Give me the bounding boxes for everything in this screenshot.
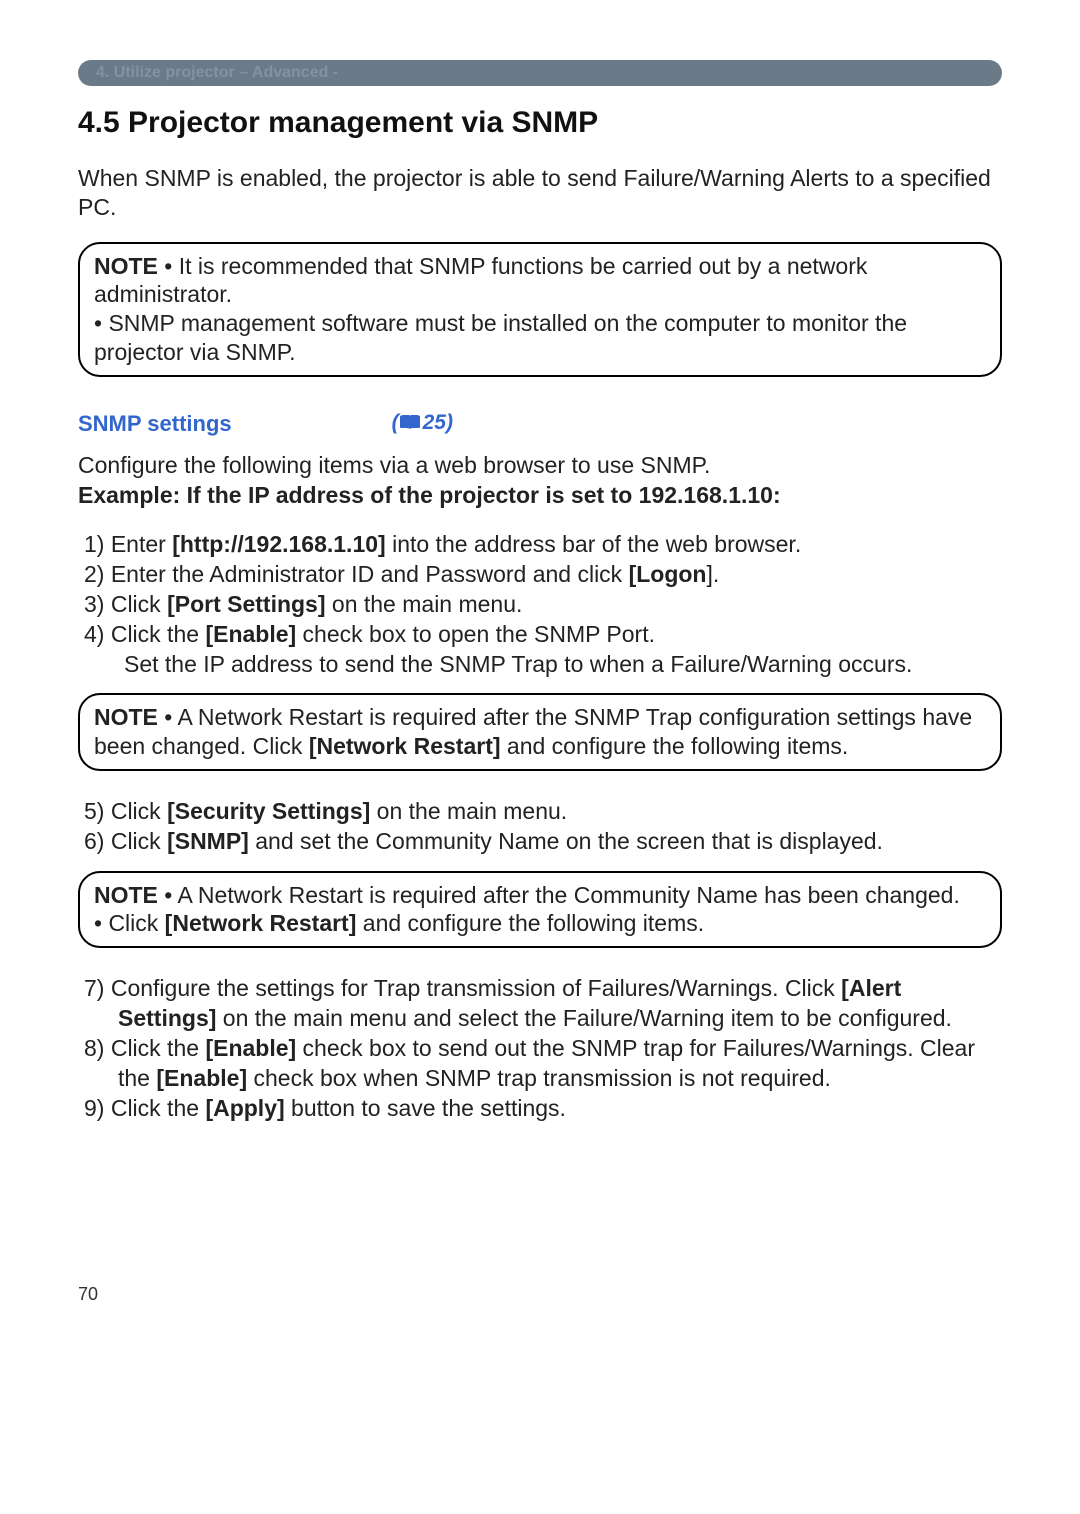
- note-text: • A Network Restart is required after th…: [158, 882, 960, 908]
- step-2: 2) Enter the Administrator ID and Passwo…: [84, 560, 1002, 590]
- note-box-3: NOTE • A Network Restart is required aft…: [78, 871, 1002, 949]
- note-text: • SNMP management software must be insta…: [94, 310, 907, 365]
- note-box-2: NOTE • A Network Restart is required aft…: [78, 693, 1002, 771]
- intro-paragraph: When SNMP is enabled, the projector is a…: [78, 164, 1002, 222]
- note-box-1: NOTE • It is recommended that SNMP funct…: [78, 242, 1002, 377]
- step-4: 4) Click the [Enable] check box to open …: [84, 620, 1002, 650]
- subhead-row: SNMP settings (25): [78, 411, 1002, 437]
- network-restart-bold: [Network Restart]: [165, 910, 357, 936]
- step-9: 9) Click the [Apply] button to save the …: [84, 1094, 1002, 1124]
- step-1: 1) Enter [http://192.168.1.10] into the …: [84, 530, 1002, 560]
- snmp-settings-heading: SNMP settings: [78, 411, 232, 437]
- book-icon: [399, 413, 421, 437]
- note-text: • It is recommended that SNMP functions …: [94, 253, 867, 308]
- note-label: NOTE: [94, 253, 158, 279]
- note-label: NOTE: [94, 704, 158, 730]
- note-text: and configure the following items.: [501, 733, 849, 759]
- step-3: 3) Click [Port Settings] on the main men…: [84, 590, 1002, 620]
- steps-block-3: 7) Configure the settings for Trap trans…: [78, 974, 1002, 1123]
- breadcrumb-text: 4. Utilize projector – Advanced -: [96, 64, 338, 81]
- note-text: and configure the following items.: [356, 910, 704, 936]
- paren-open: (: [392, 411, 399, 434]
- steps-block-1: 1) Enter [http://192.168.1.10] into the …: [78, 530, 1002, 679]
- step-4-cont: Set the IP address to send the SNMP Trap…: [84, 650, 1002, 680]
- paren-close: ): [446, 411, 453, 434]
- page-number: 70: [78, 1284, 1002, 1305]
- network-restart-bold: [Network Restart]: [309, 733, 501, 759]
- note-text: • Click: [94, 910, 165, 936]
- note-label: NOTE: [94, 882, 158, 908]
- step-7: 7) Configure the settings for Trap trans…: [84, 974, 1002, 1034]
- steps-block-2: 5) Click [Security Settings] on the main…: [78, 797, 1002, 857]
- config-intro: Configure the following items via a web …: [78, 451, 1002, 480]
- step-5: 5) Click [Security Settings] on the main…: [84, 797, 1002, 827]
- example-line: Example: If the IP address of the projec…: [78, 481, 1002, 510]
- page-title: 4.5 Projector management via SNMP: [78, 106, 1002, 140]
- page-reference: (25): [392, 411, 453, 437]
- step-8: 8) Click the [Enable] check box to send …: [84, 1034, 1002, 1094]
- page-ref-num: 25: [423, 411, 446, 434]
- step-6: 6) Click [SNMP] and set the Community Na…: [84, 827, 1002, 857]
- breadcrumb-bar: 4. Utilize projector – Advanced -: [78, 60, 1002, 86]
